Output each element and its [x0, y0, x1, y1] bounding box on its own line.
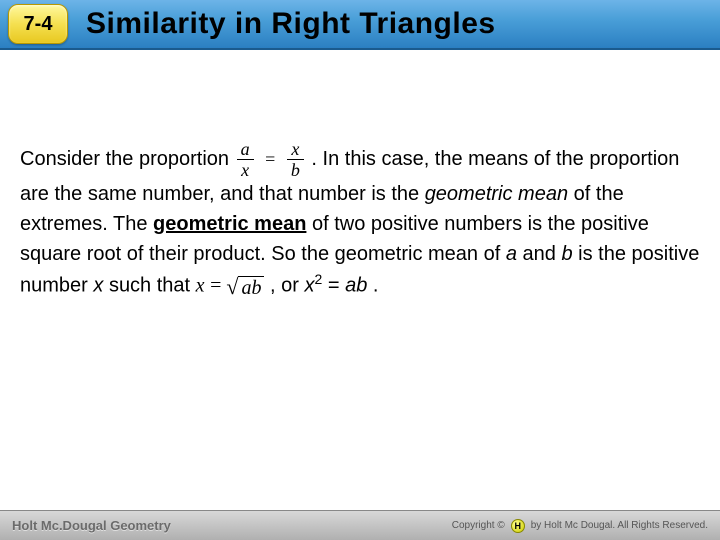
copyright-text: Copyright ©: [452, 520, 505, 531]
slide-title: Similarity in Right Triangles: [86, 7, 496, 41]
fraction-a-over-x: a x: [237, 140, 254, 179]
body-text-8: , or: [270, 275, 304, 297]
x-squared-x: x: [304, 275, 314, 297]
section-badge: 7-4: [8, 4, 68, 44]
equals-sign: =: [265, 149, 275, 169]
body-text-1: Consider the proportion: [20, 148, 235, 170]
italic-a: a: [506, 243, 517, 265]
publisher-logo-icon: H: [511, 519, 525, 533]
radical-symbol: √: [226, 274, 238, 299]
geometric-mean-italic: geometric mean: [425, 183, 568, 205]
body-text-5: and: [523, 243, 562, 265]
slide-header: 7-4 Similarity in Right Triangles: [0, 0, 720, 50]
eq-equals: =: [210, 275, 226, 297]
body-text-10: .: [373, 275, 379, 297]
section-number: 7-4: [24, 13, 53, 36]
footer-right: Copyright © H by Holt Mc Dougal. All Rig…: [452, 519, 708, 533]
italic-ab: ab: [345, 275, 367, 297]
eq-lhs: x: [196, 275, 205, 297]
slide-footer: Holt Mc.Dougal Geometry Copyright © H by…: [0, 510, 720, 540]
body-text-9: =: [328, 275, 345, 297]
italic-x: x: [93, 275, 103, 297]
geometric-mean-bold: geometric mean: [153, 213, 306, 235]
x-squared-exp: 2: [314, 271, 322, 287]
radicand-ab: ab: [238, 276, 264, 299]
footer-right-text: by Holt Mc Dougal. All Rights Reserved.: [531, 520, 708, 531]
slide-body: Consider the proportion a x = x b . In t…: [0, 50, 720, 303]
italic-b: b: [561, 243, 572, 265]
footer-left-text: Holt Mc.Dougal Geometry: [12, 518, 171, 533]
body-text-7: such that: [109, 275, 196, 297]
square-root: √ab: [226, 270, 264, 303]
fraction-x-over-b: x b: [287, 140, 304, 179]
